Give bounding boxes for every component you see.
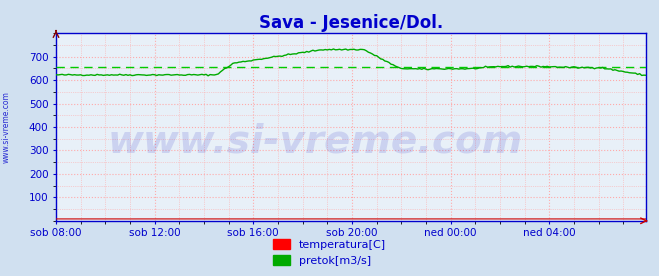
Title: Sava - Jesenice/Dol.: Sava - Jesenice/Dol. [259,14,443,31]
Text: www.si-vreme.com: www.si-vreme.com [108,123,523,161]
Text: www.si-vreme.com: www.si-vreme.com [2,91,11,163]
Legend: temperatura[C], pretok[m3/s]: temperatura[C], pretok[m3/s] [269,234,390,270]
